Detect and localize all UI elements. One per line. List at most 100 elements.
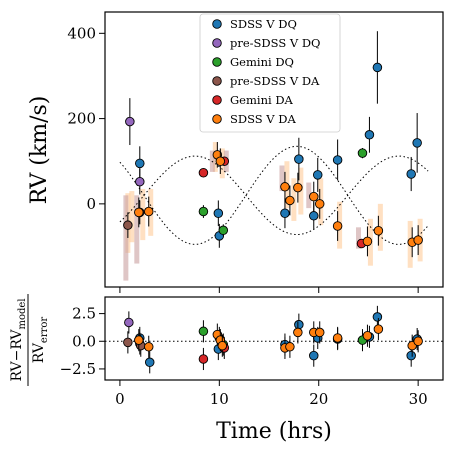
rv-point-sdss-v-da-10 xyxy=(362,236,373,247)
legend-marker-pre-sdss-v-da xyxy=(212,76,222,86)
legend-label-sdss-v-da: SDSS V DA xyxy=(230,112,296,126)
residual-point-sdss-v-dq-1 xyxy=(144,357,155,368)
rv-point-sdss-v-da-8 xyxy=(314,199,325,209)
rv-panel: 0 200 400 RV (km/s) SDSS V DQ pre-SDSS V DQ… xyxy=(27,11,444,293)
rv-point-sdss-v-da-5 xyxy=(285,195,295,206)
rv-point-sdss-v-da-7 xyxy=(309,191,319,202)
residual-label-denominator: RV xyxy=(31,342,47,363)
residual-data-points xyxy=(123,305,423,374)
rv-point-sdss-v-dq-3 xyxy=(280,208,290,218)
residual-panel: 2.5 0.0 −2.5 0 10 20 30 Time (hrs) RV−RVmodel… xyxy=(9,294,444,444)
legend-marker-gemini-dq xyxy=(212,57,222,67)
time-axis-label: Time (hrs) xyxy=(216,419,332,444)
rv-point-sdss-v-da-4 xyxy=(280,182,290,192)
residual-point-sdss-v-dq-10 xyxy=(372,312,383,322)
residual-point-sdss-v-dq-5 xyxy=(294,319,304,330)
rv-point-gemini-dq-1 xyxy=(218,225,229,236)
residual-label-denominator-sub: error xyxy=(39,317,50,343)
rv-point-sdss-v-da-6 xyxy=(293,182,303,193)
residual-point-sdss-v-dq-6 xyxy=(309,350,319,361)
rv-point-sdss-v-dq-1 xyxy=(213,208,224,218)
legend-label-sdss-v-dq: SDSS V DQ xyxy=(230,17,297,31)
rv-point-sdss-v-da-0 xyxy=(134,207,144,218)
shaded-error-bands xyxy=(123,142,423,281)
rv-point-gemini-dq-0 xyxy=(198,206,209,217)
legend-marker-gemini-da xyxy=(212,95,222,105)
shaded-band-0-1 xyxy=(129,191,135,243)
residual-label-numerator: RV−RV xyxy=(9,329,25,382)
rv-point-pre-sdss-v-da-0 xyxy=(123,220,133,230)
rv-point-sdss-v-da-13 xyxy=(413,235,423,245)
residual-point-sdss-v-da-0 xyxy=(134,335,144,345)
time-xtick-label-0: 0 xyxy=(115,390,125,408)
rv-y-axis-label: RV (km/s) xyxy=(27,96,52,205)
legend-marker-sdss-v-da xyxy=(212,114,222,124)
rv-point-sdss-v-dq-5 xyxy=(309,211,319,221)
residual-point-sdss-v-da-1 xyxy=(143,342,154,352)
rv-y-ticks: 0 200 400 xyxy=(67,24,105,213)
rv-point-sdss-v-dq-4 xyxy=(294,154,304,164)
residual-ytick-label-2: −2.5 xyxy=(60,360,96,378)
residual-point-sdss-v-da-10 xyxy=(332,333,343,343)
residual-ytick-label-0: 2.5 xyxy=(72,305,96,323)
residual-point-sdss-v-da-7 xyxy=(293,327,303,338)
legend-label-pre-sdss-v-dq: pre-SDSS V DQ xyxy=(230,36,320,50)
legend: SDSS V DQ pre-SDSS V DQ Gemini DQ pre-SDSS … xyxy=(199,13,341,133)
residual-point-sdss-v-da-4 xyxy=(217,340,228,351)
residual-point-sdss-v-da-12 xyxy=(373,324,384,334)
shaded-band-1-5 xyxy=(306,182,312,209)
residual-point-sdss-v-da-14 xyxy=(413,336,423,347)
shaded-band-1-0 xyxy=(123,195,129,281)
rv-point-sdss-v-da-3 xyxy=(215,156,226,166)
residual-point-gemini-dq-0 xyxy=(198,326,209,337)
rv-point-sdss-v-dq-9 xyxy=(372,62,383,73)
residual-point-sdss-v-da-11 xyxy=(362,330,373,341)
rv-point-sdss-v-dq-10 xyxy=(406,169,416,179)
rv-point-sdss-v-dq-11 xyxy=(412,138,422,148)
rv-point-sdss-v-dq-8 xyxy=(364,130,375,140)
time-xtick-label-20: 20 xyxy=(309,390,328,408)
legend-label-gemini-dq: Gemini DQ xyxy=(230,55,294,69)
svg-text:RVerror: RVerror xyxy=(31,317,50,364)
svg-text:RV−RVmodel: RV−RVmodel xyxy=(9,298,28,381)
rv-point-sdss-v-da-11 xyxy=(373,225,384,236)
residual-label-numerator-sub: model xyxy=(17,298,28,329)
shaded-band-1-1 xyxy=(134,195,140,264)
rv-point-gemini-da-0 xyxy=(198,167,209,178)
legend-label-gemini-da: Gemini DA xyxy=(230,93,294,107)
rv-x-ticks xyxy=(119,287,419,293)
residual-point-pre-sdss-v-da-0 xyxy=(123,337,133,348)
legend-marker-pre-sdss-v-dq xyxy=(212,38,222,48)
rv-data-points xyxy=(123,31,423,258)
residual-point-gemini-da-0 xyxy=(198,354,209,364)
rv-point-pre-sdss-v-dq-1 xyxy=(135,176,145,187)
shaded-band-1-4 xyxy=(279,165,285,192)
legend-box xyxy=(199,13,341,133)
time-xtick-label-30: 30 xyxy=(409,390,428,408)
rv-point-pre-sdss-v-dq-0 xyxy=(125,116,135,127)
rv-ytick-label-400: 400 xyxy=(67,24,96,42)
time-xtick-label-10: 10 xyxy=(210,390,229,408)
rv-ytick-label-0: 0 xyxy=(86,195,96,213)
residual-x-ticks: 0 10 20 30 xyxy=(115,380,428,408)
legend-marker-sdss-v-dq xyxy=(212,19,222,29)
shaded-band-1-6 xyxy=(356,227,361,249)
residual-point-sdss-v-da-6 xyxy=(285,342,295,352)
rv-point-sdss-v-dq-6 xyxy=(312,170,323,180)
residual-ytick-label-1: 0.0 xyxy=(72,332,96,350)
rv-point-sdss-v-dq-7 xyxy=(332,155,343,165)
rv-point-gemini-dq-2 xyxy=(357,148,368,158)
rv-panel-frame xyxy=(104,11,444,288)
rv-ytick-label-200: 200 xyxy=(67,110,96,128)
rv-point-sdss-v-da-9 xyxy=(332,221,343,231)
residual-panel-frame xyxy=(104,296,444,381)
residual-point-sdss-v-da-9 xyxy=(314,327,325,338)
rv-point-sdss-v-dq-0 xyxy=(135,158,145,169)
residual-y-axis-label: RV−RVmodel RVerror xyxy=(9,294,50,386)
legend-label-pre-sdss-v-da: pre-SDSS V DA xyxy=(230,74,320,88)
residual-point-sdss-v-dq-11 xyxy=(406,350,416,361)
rv-point-sdss-v-da-1 xyxy=(143,206,154,217)
residual-point-pre-sdss-v-dq-0 xyxy=(124,317,134,328)
residual-y-ticks: 2.5 0.0 −2.5 xyxy=(60,305,105,378)
